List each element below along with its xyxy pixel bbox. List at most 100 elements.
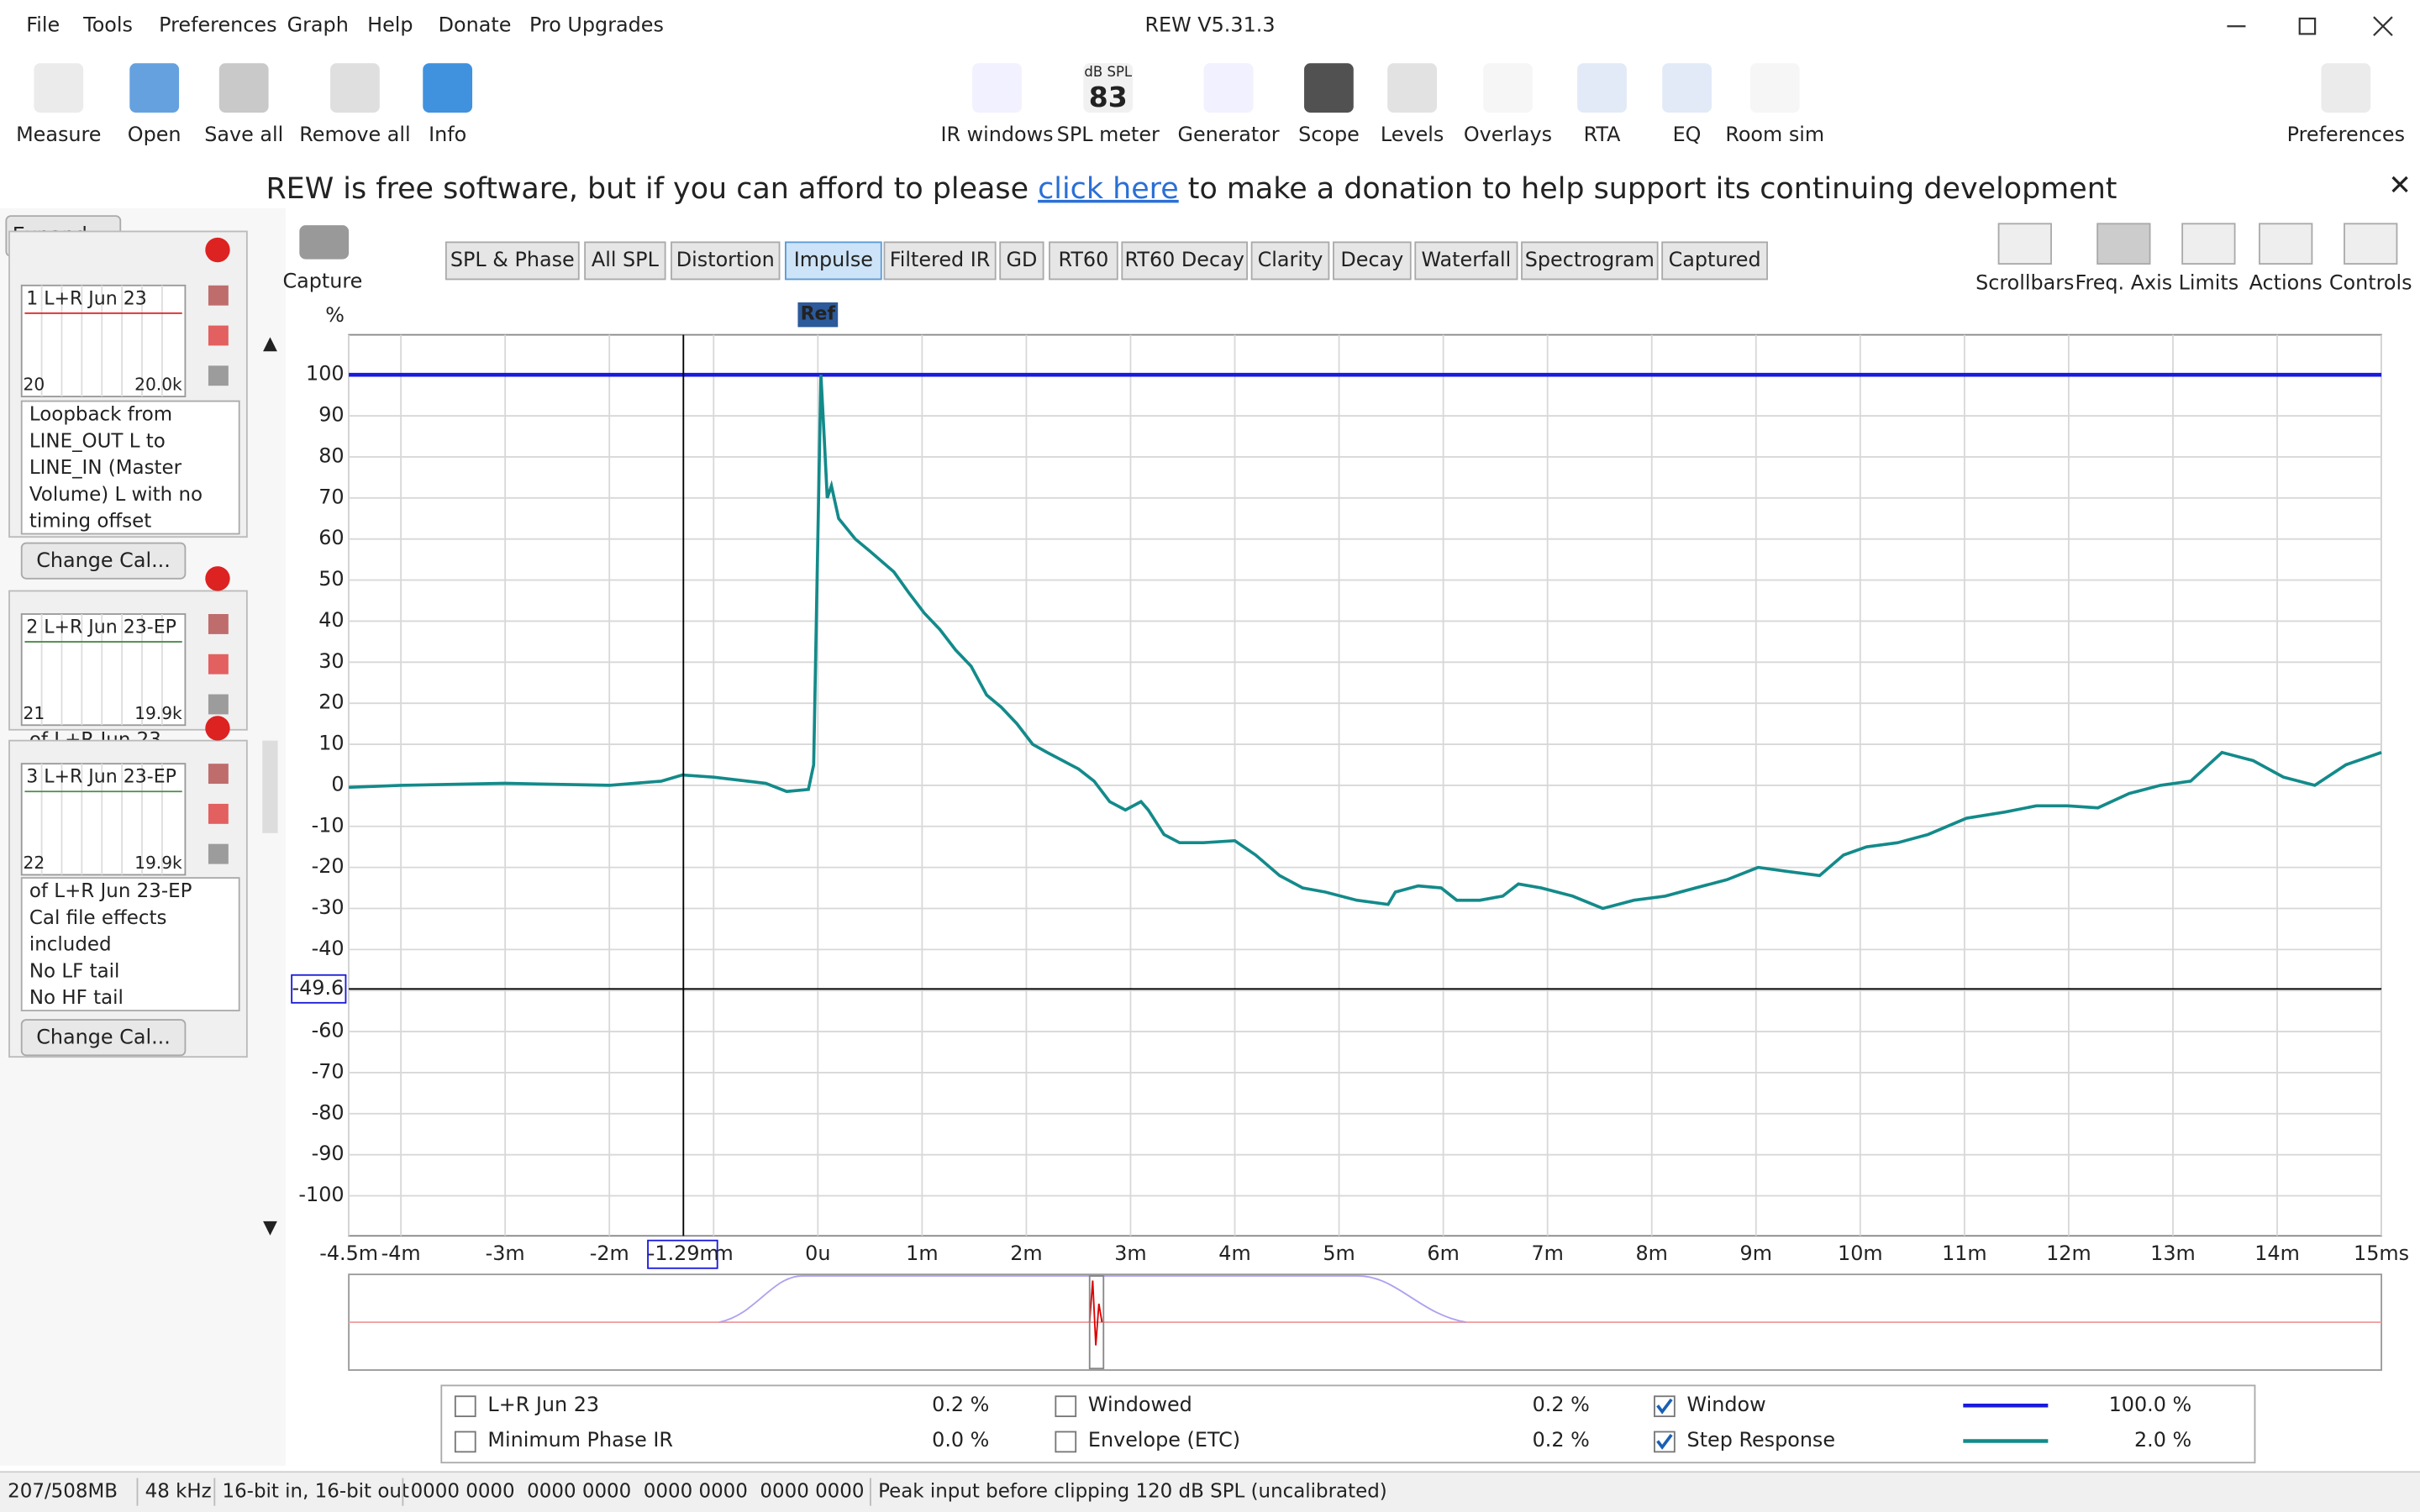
status-field: 48 kHz <box>145 1481 212 1503</box>
notes-line: Cal file effects <box>29 907 167 929</box>
graph-tab[interactable] <box>1661 241 1768 281</box>
graph-tab-label[interactable]: Captured <box>1669 248 1761 271</box>
toolbar-button[interactable]: Save all <box>204 123 283 146</box>
ref-marker[interactable] <box>797 302 839 328</box>
graph-tab[interactable] <box>671 241 781 281</box>
remove-measurement[interactable] <box>205 237 230 263</box>
toolbar-button[interactable]: Generator <box>1177 123 1279 146</box>
y-tick-label: 30 <box>318 649 344 673</box>
graph-tab[interactable] <box>584 241 666 281</box>
graph-tab[interactable] <box>1049 241 1118 281</box>
measurement-action[interactable] <box>208 803 229 824</box>
graph-tab-label[interactable]: Spectrogram <box>1525 248 1655 271</box>
measurement-action[interactable] <box>208 285 229 306</box>
toolbar-button[interactable]: Open <box>128 123 182 146</box>
measurement-name[interactable]: 1 L+R Jun 23 <box>26 288 147 309</box>
graph-tab[interactable] <box>445 241 580 281</box>
legend-checkbox[interactable] <box>1055 1431 1077 1453</box>
graph-tab-label[interactable]: Filtered IR <box>890 248 991 271</box>
menu-item[interactable]: Preferences <box>159 13 276 37</box>
toolbar-button[interactable]: Overlays <box>1464 123 1552 146</box>
toolbar-button[interactable]: Room sim <box>1725 123 1824 146</box>
toolbar-button[interactable]: Levels <box>1381 123 1444 146</box>
toolbar-button[interactable]: EQ <box>1673 123 1702 146</box>
menu-item[interactable]: Donate <box>439 13 512 37</box>
menu-item[interactable]: File <box>26 13 60 37</box>
graph-control-icon[interactable] <box>2344 223 2398 265</box>
graph-tab[interactable] <box>1521 241 1659 281</box>
graph-tab-label[interactable]: Clarity <box>1258 248 1323 271</box>
graph-tab-label[interactable]: All SPL <box>592 248 660 271</box>
legend-checkbox[interactable] <box>454 1395 476 1418</box>
graph-tab-label[interactable]: RT60 Decay <box>1125 248 1244 271</box>
scroll-down[interactable]: ▼ <box>263 1217 277 1238</box>
measurement-action[interactable] <box>208 325 229 346</box>
menu-item[interactable]: Graph <box>287 13 349 37</box>
graph-control-label[interactable]: Actions <box>2249 270 2323 294</box>
change-cal-button[interactable] <box>20 542 187 580</box>
graph-tab[interactable] <box>1121 241 1248 281</box>
legend-checkbox[interactable] <box>454 1431 476 1453</box>
graph-tab-label[interactable]: Waterfall <box>1421 248 1511 271</box>
legend-checkbox[interactable] <box>1055 1395 1077 1418</box>
graph-tab-label[interactable]: Impulse <box>794 248 873 271</box>
toolbar-button[interactable]: RTA <box>1584 123 1622 146</box>
change-cal-label[interactable]: Change Cal... <box>36 1026 171 1049</box>
legend-name[interactable]: L+R Jun 23 <box>487 1393 599 1416</box>
measurement-action[interactable] <box>208 694 229 715</box>
graph-control-icon[interactable] <box>2259 223 2313 265</box>
legend-name[interactable]: Step Response <box>1687 1428 1836 1452</box>
measurement-name[interactable]: 2 L+R Jun 23-EP <box>26 617 176 638</box>
legend-name[interactable]: Envelope (ETC) <box>1088 1428 1240 1452</box>
overview-strip[interactable] <box>348 1273 2382 1371</box>
remove-measurement[interactable] <box>205 566 230 591</box>
graph-tab-label[interactable]: RT60 <box>1058 248 1108 271</box>
graph-control-icon[interactable] <box>1997 223 2052 265</box>
toolbar-icon <box>330 63 380 113</box>
graph-tab-label[interactable]: Decay <box>1340 248 1403 271</box>
graph-tab[interactable] <box>1414 241 1518 281</box>
window-controls[interactable] <box>2227 16 2393 37</box>
menu-item[interactable]: Pro Upgrades <box>529 13 664 37</box>
measurement-action[interactable] <box>208 764 229 785</box>
graph-tab[interactable] <box>784 241 882 281</box>
toolbar-button[interactable]: Scope <box>1298 123 1360 146</box>
legend-name[interactable]: Window <box>1687 1393 1766 1416</box>
scroll-up[interactable]: ▲ <box>263 333 277 354</box>
graph-control-icon[interactable] <box>2181 223 2236 265</box>
graph-tab[interactable] <box>883 241 997 281</box>
toolbar-button[interactable]: Info <box>429 123 466 146</box>
capture-label[interactable]: Capture <box>282 270 362 293</box>
toolbar-button[interactable]: Measure <box>16 123 101 146</box>
remove-measurement[interactable] <box>205 716 230 741</box>
graph-tab[interactable] <box>999 241 1044 281</box>
graph-tab[interactable] <box>1250 241 1330 281</box>
legend-name[interactable]: Minimum Phase IR <box>487 1428 673 1452</box>
graph-tab-label[interactable]: Distortion <box>676 248 775 271</box>
toolbar-button[interactable]: IR windows <box>940 123 1053 146</box>
measurement-name[interactable]: 3 L+R Jun 23-EP <box>26 767 176 788</box>
toolbar-button[interactable]: SPL meter <box>1057 123 1160 146</box>
toolbar-button[interactable]: Preferences <box>2287 123 2405 146</box>
measurement-action[interactable] <box>208 843 229 864</box>
panel-scrollbar[interactable] <box>262 740 278 833</box>
graph-tab-label[interactable]: GD <box>1006 248 1037 271</box>
menu-item[interactable]: Tools <box>82 13 133 37</box>
graph-tab[interactable] <box>1333 241 1412 281</box>
legend-name[interactable]: Windowed <box>1088 1393 1192 1416</box>
measurement-action[interactable] <box>208 614 229 634</box>
close-banner[interactable]: ✕ <box>2388 169 2412 202</box>
menu-item[interactable]: Help <box>367 13 413 37</box>
change-cal-label[interactable]: Change Cal... <box>36 549 171 572</box>
measurement-action[interactable] <box>208 365 229 386</box>
toolbar-button[interactable]: Remove all <box>299 123 410 146</box>
graph-tab-label[interactable]: SPL & Phase <box>450 248 575 271</box>
capture-icon[interactable] <box>299 225 350 260</box>
graph-control-label[interactable]: Scrollbars <box>1975 270 2074 294</box>
measurement-action[interactable] <box>208 654 229 675</box>
y-tick-label: 50 <box>318 567 344 591</box>
change-cal-button[interactable] <box>20 1019 187 1057</box>
graph-control-label[interactable]: Limits <box>2179 270 2239 294</box>
graph-control-label[interactable]: Controls <box>2329 270 2412 294</box>
banner-link[interactable]: click here <box>1038 172 1179 206</box>
